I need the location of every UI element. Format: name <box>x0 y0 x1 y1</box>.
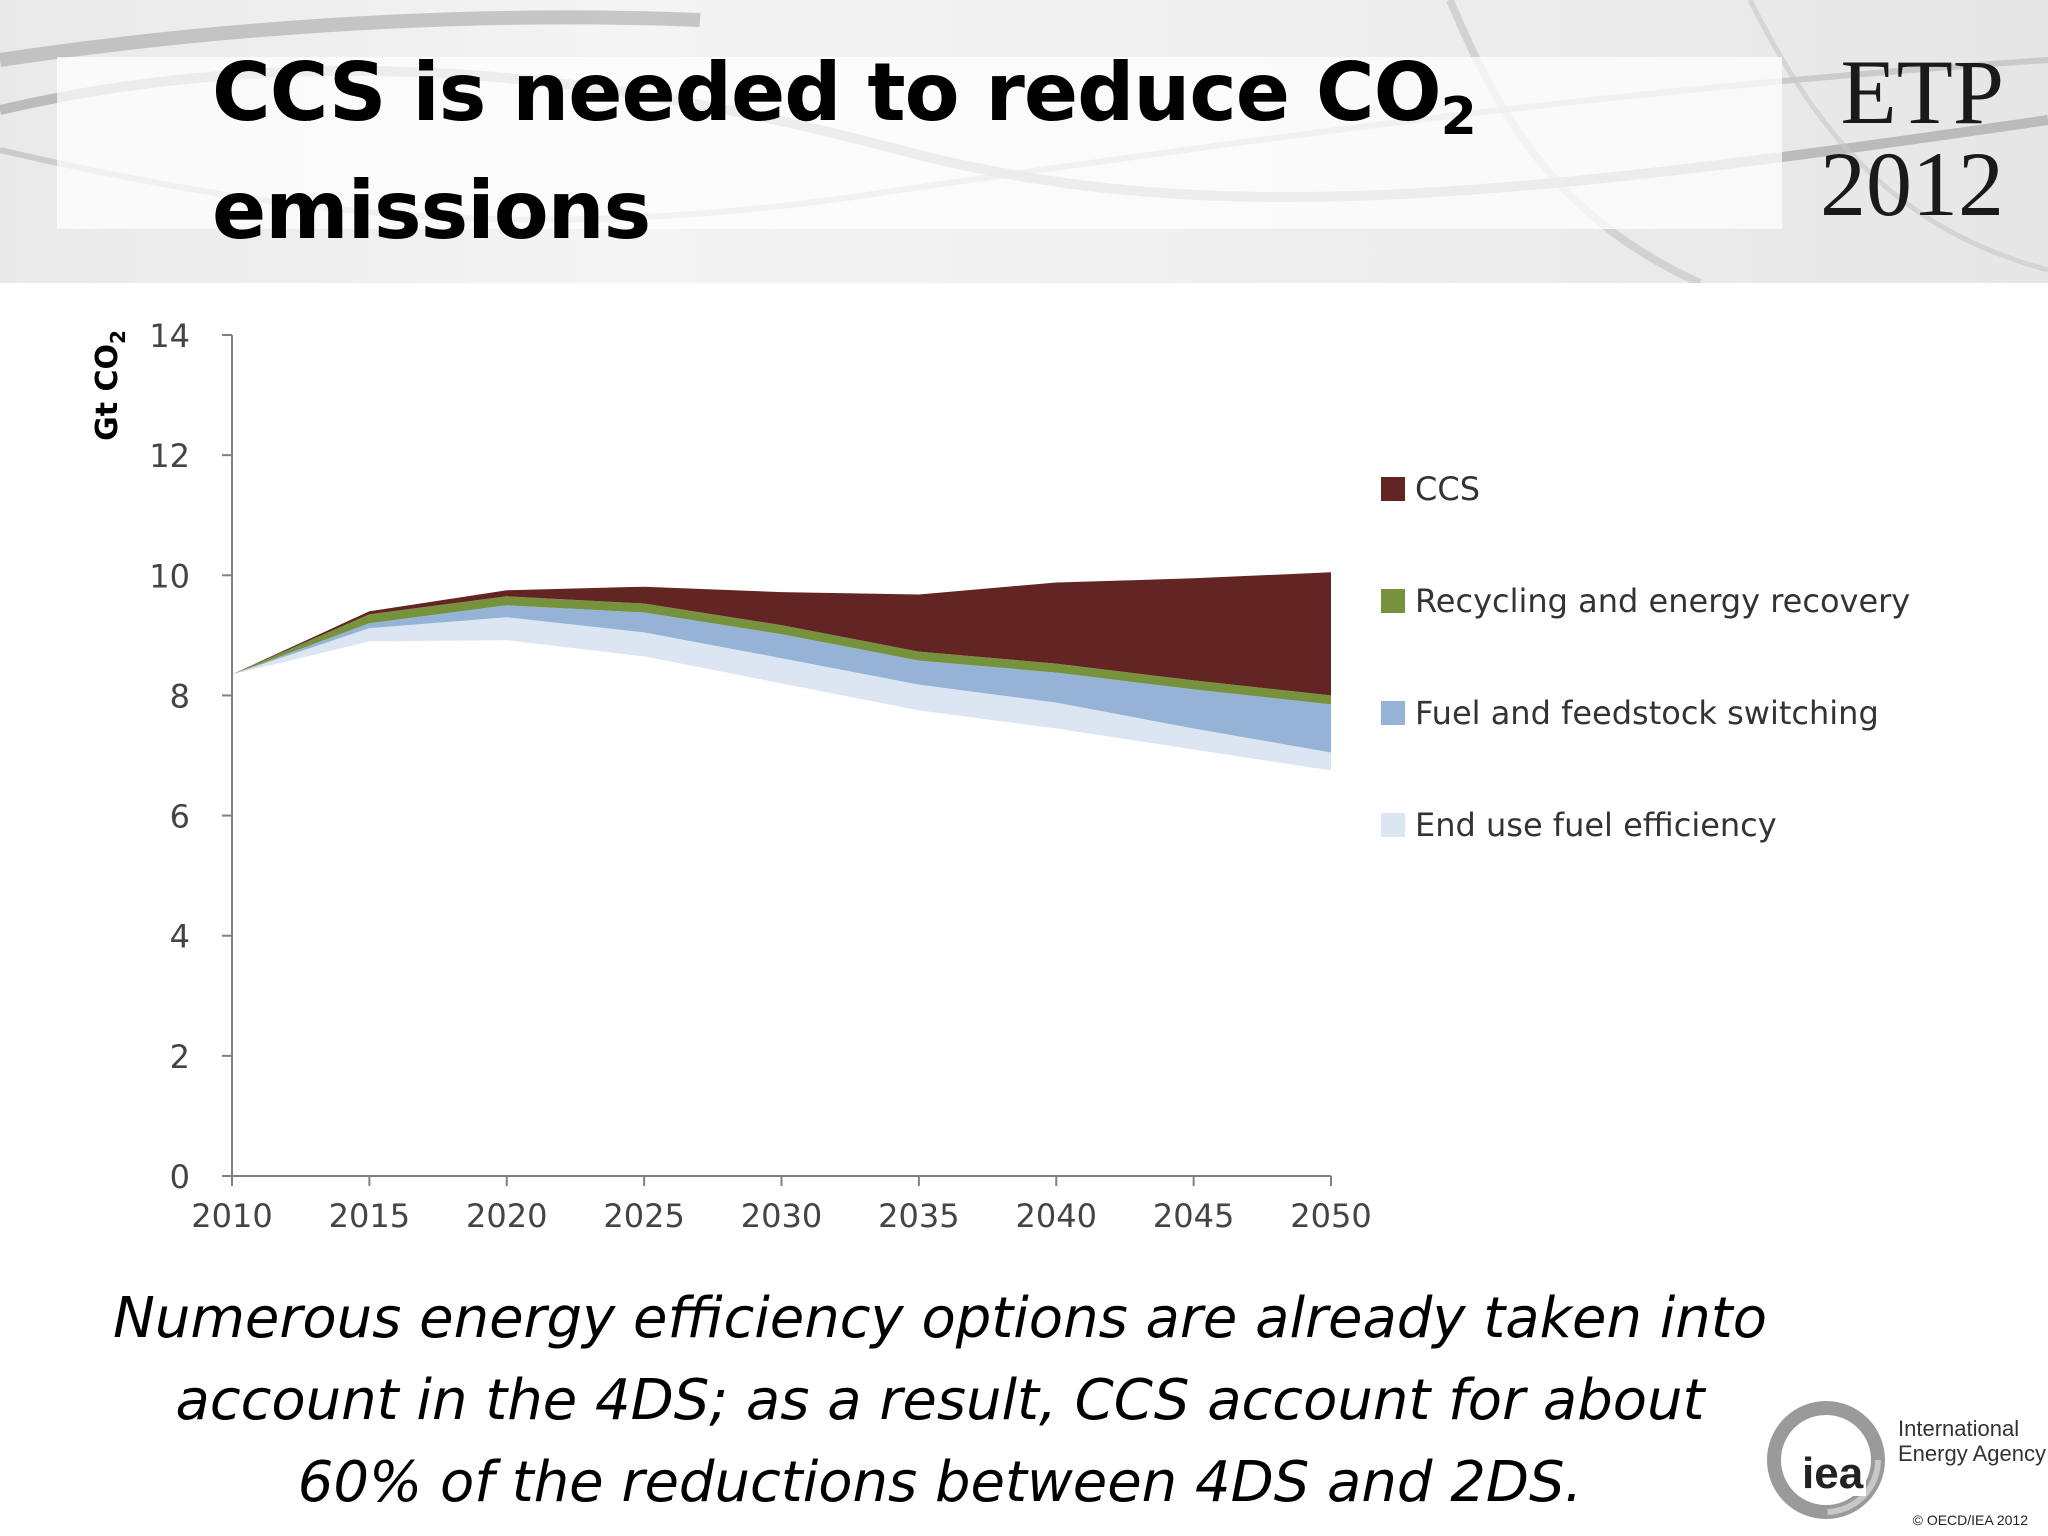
y-tick-label: 6 <box>170 798 190 836</box>
y-tick-label: 12 <box>149 437 190 475</box>
x-tick-label: 2040 <box>1016 1197 1097 1235</box>
y-tick-label: 0 <box>170 1158 190 1196</box>
legend-swatch <box>1381 477 1405 501</box>
org-name: International Energy Agency <box>1898 1416 2046 1466</box>
legend-swatch <box>1381 589 1405 613</box>
x-tick-label: 2045 <box>1153 1197 1234 1235</box>
x-tick-label: 2025 <box>603 1197 684 1235</box>
page-title: CCS is needed to reduce CO2 emissions <box>212 34 1512 270</box>
etp-badge-line1: ETP <box>1840 41 2004 143</box>
etp-badge: ETP 2012 <box>1820 46 2004 230</box>
header-banner: CCS is needed to reduce CO2 emissions ETP… <box>0 0 2048 283</box>
y-axis-label: Gt CO2 <box>90 330 130 441</box>
copyright: © OECD/IEA 2012 <box>1912 1512 2028 1528</box>
y-tick-label: 2 <box>170 1038 190 1076</box>
y-tick-label: 14 <box>149 317 190 355</box>
area-chart: 0 2 4 6 8 10 12 14 2010 2015 2020 2025 2030 2035 2040 2… <box>90 317 1910 1235</box>
legend-swatch <box>1381 701 1405 725</box>
x-tick-label: 2035 <box>878 1197 959 1235</box>
iea-logo-icon: iea <box>1767 1401 1885 1519</box>
legend-label: CCS <box>1415 470 1480 508</box>
title-part1: CCS is needed to reduce CO <box>212 46 1442 139</box>
x-tick-label: 2010 <box>191 1197 272 1235</box>
etp-badge-line2: 2012 <box>1820 133 2004 235</box>
caption: Numerous energy efficiency options are a… <box>112 1286 1768 1515</box>
y-axis-label-subscript: 2 <box>106 330 130 344</box>
y-tick-label: 10 <box>149 557 190 595</box>
y-tick-label: 4 <box>170 918 190 956</box>
y-tick-label: 8 <box>170 677 190 715</box>
legend-label: Recycling and energy recovery <box>1415 582 1910 620</box>
area-series-3 <box>232 572 1331 696</box>
x-tick-label: 2050 <box>1290 1197 1371 1235</box>
title-subscript: 2 <box>1440 87 1477 147</box>
org-name-line1: International <box>1898 1416 2020 1441</box>
x-tick-label: 2030 <box>741 1197 822 1235</box>
title-part2: emissions <box>212 164 651 257</box>
y-axis-label-main: Gt CO <box>90 344 125 441</box>
x-tick-label: 2015 <box>329 1197 410 1235</box>
org-name-line2: Energy Agency <box>1898 1441 2046 1466</box>
legend-label: End use fuel efficiency <box>1415 806 1777 844</box>
x-tick-label: 2020 <box>466 1197 547 1235</box>
iea-logo-text: iea <box>1802 1449 1864 1498</box>
title-box <box>57 57 1782 229</box>
legend-label: Fuel and feedstock switching <box>1415 694 1879 732</box>
legend-swatch <box>1381 813 1405 837</box>
area-series-1 <box>232 605 1331 753</box>
